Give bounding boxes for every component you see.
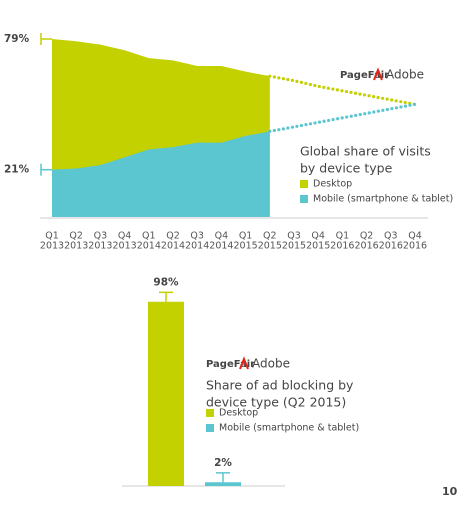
x-tick-label: Q1 — [45, 231, 59, 242]
x-tick-label: 2013 — [88, 241, 112, 252]
projection-line — [268, 102, 417, 133]
x-tick-label: 2016 — [330, 241, 354, 252]
chart-title: by device type — [300, 161, 393, 176]
x-tick-label: Q3 — [384, 231, 398, 242]
logo-adobe-mark — [239, 356, 249, 370]
x-tick-label: Q2 — [263, 231, 277, 242]
x-tick-label: 2013 — [113, 241, 137, 252]
area — [52, 131, 270, 217]
chart-title: Share of ad blocking by — [206, 378, 354, 393]
x-tick-label: 2015 — [234, 241, 258, 252]
x-tick-label: 2016 — [355, 241, 379, 252]
x-tick-label: 2013 — [64, 241, 88, 252]
projection-line — [268, 74, 417, 106]
legend-label: Mobile (smartphone & tablet) — [219, 423, 359, 434]
x-tick-label: 2013 — [40, 241, 64, 252]
x-tick-label: Q1 — [239, 231, 253, 242]
logo-pagefair: PageFair — [340, 70, 389, 81]
x-tick-label: 2014 — [185, 241, 209, 252]
page-number: 10 — [442, 485, 458, 498]
chart-title: device type (Q2 2015) — [206, 395, 346, 410]
value-label: 21% — [4, 164, 30, 176]
x-tick-label: Q2 — [69, 231, 83, 242]
x-tick-label: 2014 — [137, 241, 161, 252]
x-tick-label: 2015 — [258, 241, 282, 252]
legend-swatch — [300, 180, 308, 188]
logo-adobe: Adobe — [386, 68, 424, 82]
bar — [148, 301, 184, 486]
logo-adobe: Adobe — [252, 357, 290, 371]
x-tick-label: Q2 — [360, 231, 374, 242]
x-tick-label: Q1 — [142, 231, 156, 242]
x-tick-label: Q4 — [118, 231, 132, 242]
legend-label: Mobile (smartphone & tablet) — [313, 194, 453, 205]
value-label: 2% — [214, 457, 232, 469]
x-tick-label: 2014 — [209, 241, 233, 252]
logo-adobe-mark — [373, 67, 383, 81]
x-tick-label: Q4 — [311, 231, 325, 242]
x-tick-label: 2014 — [161, 241, 185, 252]
x-tick-label: Q2 — [166, 231, 180, 242]
chart-title: Global share of visits — [300, 144, 431, 159]
x-tick-label: Q3 — [190, 231, 204, 242]
legend-swatch — [300, 195, 308, 203]
x-tick-label: Q3 — [287, 231, 301, 242]
legend-swatch — [206, 424, 214, 432]
legend-label: Desktop — [219, 408, 258, 419]
value-label: 79% — [4, 33, 30, 45]
x-tick-label: Q4 — [408, 231, 422, 242]
x-tick-label: Q4 — [215, 231, 229, 242]
legend-swatch — [206, 409, 214, 417]
x-tick-label: 2015 — [306, 241, 330, 252]
legend-label: Desktop — [313, 179, 352, 190]
x-tick-label: Q3 — [94, 231, 108, 242]
x-tick-label: 2015 — [282, 241, 306, 252]
x-tick-label: Q1 — [336, 231, 350, 242]
bar — [205, 482, 241, 486]
x-tick-label: 2016 — [379, 241, 403, 252]
value-label: 98% — [153, 276, 179, 288]
x-tick-label: 2016 — [403, 241, 427, 252]
logo-pagefair: PageFair — [206, 359, 255, 370]
